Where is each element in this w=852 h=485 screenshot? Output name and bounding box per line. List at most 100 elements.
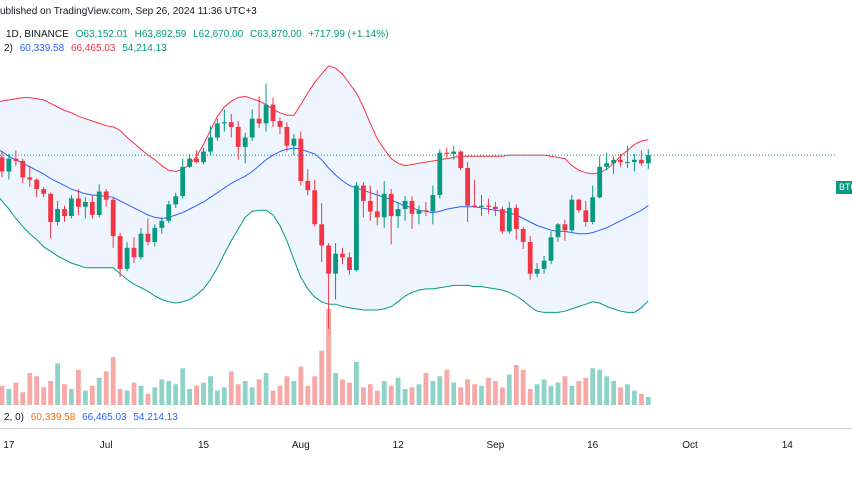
volume-bar [117,389,123,405]
candle [0,151,5,178]
candle-body [611,159,616,164]
candle-body [76,198,81,207]
volume-bar [409,387,415,405]
candle [201,148,206,165]
candle-body [194,158,199,163]
candle [555,223,561,242]
candle [159,217,165,234]
candle [333,243,338,300]
volume-bar [458,387,464,405]
candle-body [493,206,498,209]
volume-bar [208,376,213,405]
bb-prefix: 2) [4,43,13,54]
candle-body [465,168,470,206]
volume-legend[interactable]: 2, 0) 60,339.58 66,465.03 54,214.13 [4,412,182,423]
candle-body [569,199,575,231]
candle [215,118,220,141]
candle [138,227,144,260]
volume-bar [465,379,470,405]
volume-bar [249,387,255,405]
candle-body [89,202,95,215]
volume-bar [493,381,498,405]
candle [367,185,373,221]
candle [604,152,609,171]
x-axis-ticks: 17 Jul 15 Aug 12 Sep 16 Oct 14 [3,440,793,451]
volume-bar [103,371,109,405]
candle-body [444,152,450,154]
x-tick-label: 15 [198,440,210,451]
volume-bar [110,357,116,405]
candle [305,169,311,195]
x-tick-label: 16 [587,440,599,451]
candle [117,232,123,278]
candle [340,247,345,265]
candle-body [347,257,352,271]
candle-body [131,247,137,258]
candle [395,202,401,228]
candle-body [333,253,338,274]
candle [493,202,498,217]
candle-body [235,126,241,147]
candle-body [618,159,623,163]
candle-body [597,166,603,198]
volume-bar [513,365,519,405]
candle [416,205,422,225]
volume-bar [479,385,484,405]
volume-bar [618,387,623,405]
candle-body [645,155,651,164]
candle [110,197,116,248]
volume-bar [138,385,144,405]
volume-bar [340,379,345,405]
change-value: +717.99 (+1.14%) [308,29,389,40]
candle-body [430,195,436,212]
candle-body [180,166,186,197]
volume-value-3: 54,214.13 [133,412,178,423]
candle-body [0,157,5,172]
candle-body [423,210,429,212]
volume-value-1: 60,339.58 [30,412,76,423]
volume-bar [76,369,81,405]
candle [506,202,512,234]
candle [173,192,179,208]
candle [347,252,352,275]
candle-body [395,209,401,217]
bollinger-lower-line [0,197,649,313]
bollinger-upper-line [0,65,649,175]
candle [187,153,192,168]
candle-body [83,202,88,207]
volume-bar [62,384,67,405]
candle-body [228,122,234,127]
volume-bar [270,390,276,405]
candle [590,185,596,225]
ohlc-legend[interactable]: 1D, BINANCE O63,152.01 H63,892.59 L62,67… [6,29,393,40]
candle [242,132,248,164]
bb-upper-value: 66,465.03 [70,43,116,54]
volume-bar [13,382,19,405]
close-value: C63,870.00 [249,29,302,40]
candle [145,218,151,246]
open-value: O63,152.01 [75,29,128,40]
candle [645,149,651,170]
volume-bar [374,390,380,405]
candle [249,109,255,141]
candle-body [326,245,331,274]
candle [374,190,380,226]
candle [576,198,582,213]
bollinger-legend[interactable]: 2) 60,339.58 66,465.03 54,214.13 [4,43,171,54]
candle-body [381,193,387,218]
low-value: L62,670.00 [193,29,244,40]
volume-bar [96,377,102,405]
candle [451,145,457,160]
candle [625,145,630,168]
volume-bar [166,381,172,405]
candle [152,224,158,247]
candle [597,156,603,199]
volume-bar [555,382,561,405]
candle-body [138,233,144,258]
candles [0,83,651,329]
candle-body [416,210,422,214]
candle [89,195,95,219]
x-tick-label: Sep [487,440,505,451]
volume-bar [632,390,637,405]
